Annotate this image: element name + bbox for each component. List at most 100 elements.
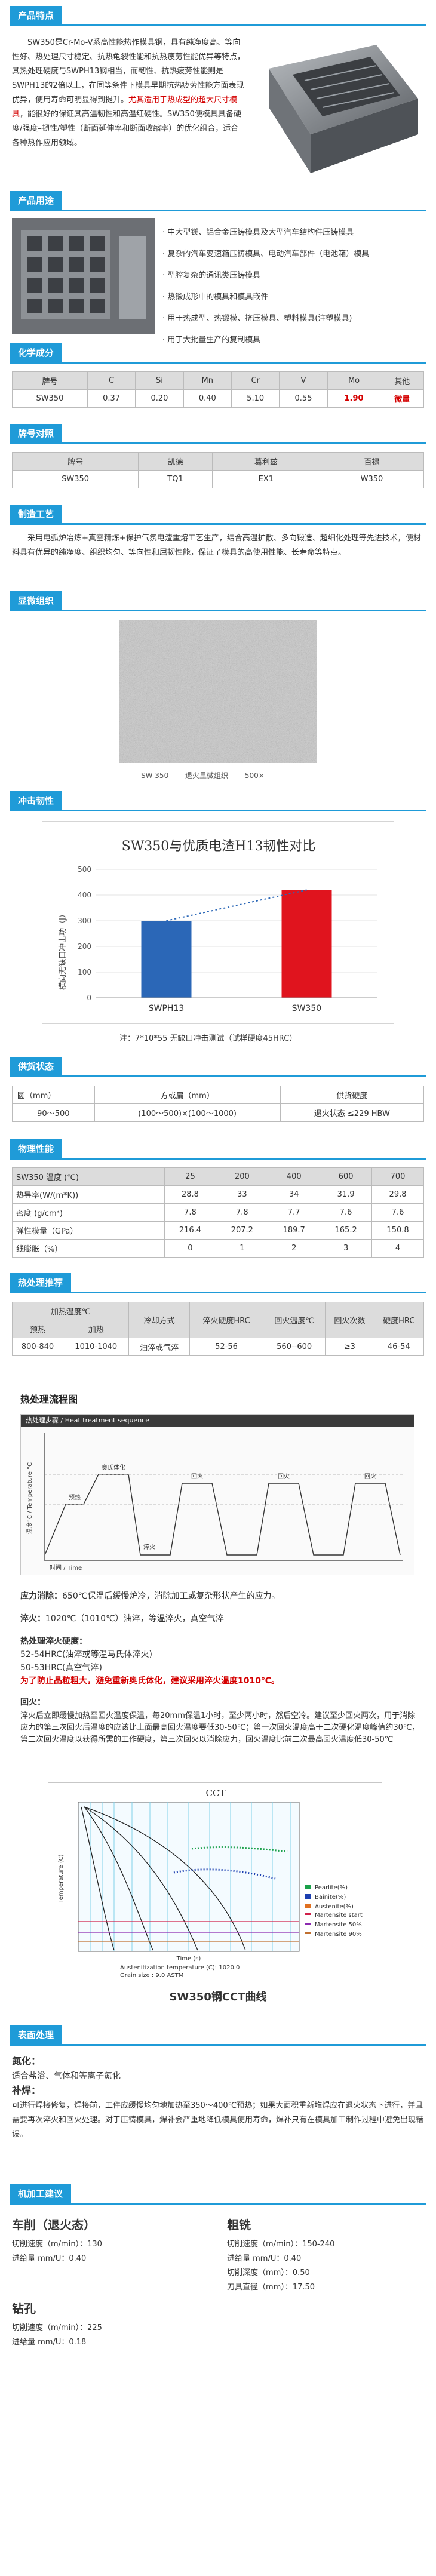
micro-caption: SW 350 退火显微组织 500× [141, 770, 320, 780]
bar-swph13 [141, 921, 192, 998]
table-cell: 0.40 [183, 389, 232, 408]
section-physical: 物理性能 [0, 1139, 436, 1160]
table-cell: 0.37 [87, 389, 136, 408]
section-process: 制造工艺 [0, 505, 436, 525]
quench-warning: 为了防止晶粒粗大，避免重新奥氏体化，建议采用淬火温度1010℃。 [20, 1676, 280, 1686]
table-cell: W350 [319, 470, 425, 488]
table-cell: 5.10 [231, 389, 280, 408]
list-item: · 用于热成型、热锻模、挤压模具、塑料模具(注塑模具) [162, 314, 352, 323]
table-header: 加热 [63, 1320, 130, 1338]
table-cell: (100～500)×(100～1000) [94, 1103, 281, 1122]
section-impact: 冲击韧性 [0, 791, 436, 811]
cct-title: CCT [206, 1788, 226, 1799]
table-header: 200 [216, 1167, 269, 1186]
section-line [10, 210, 426, 211]
section-grades: 牌号对照 [0, 424, 436, 444]
nitriding-text: 适合盐浴、气体和等离子氮化 [12, 2071, 121, 2081]
table-header: Mn [183, 371, 232, 390]
mold-image [269, 45, 418, 173]
section-title-micro: 显微组织 [10, 591, 63, 610]
process-text: 采用电弧炉冶炼+真空精炼+保护气氛电渣重熔工艺生产，结合高温扩散、多向锻造、超细… [12, 534, 421, 557]
table-row: SW350 温度 (℃) 25 200 400 600 700 [12, 1167, 424, 1186]
flow-step: 回火 [364, 1473, 376, 1480]
table-cell: EX1 [211, 470, 320, 488]
table-row: 热导率(W/(m*K)) 28.8 33 34 31.9 29.8 [12, 1185, 424, 1204]
table-header: Si [135, 371, 184, 390]
table-header: 预热 [11, 1320, 64, 1338]
table-cell: 29.8 [371, 1185, 424, 1204]
nitriding-label: 氮化： [12, 2055, 41, 2067]
cct-chart: CCT Temperature (C) Time (s) Austenitiza… [48, 1782, 382, 1979]
drilling-line: 切削速度（m/min）：225 [12, 2323, 102, 2332]
table-cell: ≥3 [325, 1338, 374, 1356]
table-row: 密度 (g/cm³) 7.8 7.8 7.7 7.6 7.6 [12, 1203, 424, 1222]
milling-line: 刀具直径（mm）：17.50 [227, 2283, 315, 2292]
micro-image [119, 620, 317, 763]
cct-legend-item: Martensite 90% [315, 1931, 362, 1938]
section-title-machining: 机加工建议 [10, 2184, 72, 2203]
turning-block: 车削（退火态） 切削速度（m/min）：130 进给量 mm/U：0.40 [12, 2215, 209, 2266]
table-row: SW350 0.37 0.20 0.40 5.10 0.55 1.90 微量 [12, 389, 424, 408]
table-header: Cr [231, 371, 280, 390]
table-cell: TQ1 [138, 470, 213, 488]
section-surface: 表面处理 [0, 2025, 436, 2046]
table-cell: SW350 [12, 389, 88, 408]
section-line [10, 610, 426, 611]
section-usage: 产品用途 [0, 191, 436, 211]
table-row: 800-840 1010-1040 油淬或气淬 52-56 560--600 ≥3 4… [11, 1338, 425, 1356]
chem-table: 牌号 C Si Mn Cr V Mo 其他 SW350 0.37 0.20 0.40 5.1… [12, 371, 424, 408]
table-cell: 0.20 [135, 389, 184, 408]
y-tick-label: 0 [87, 994, 91, 1002]
cct-xlabel: Time (s) [176, 1956, 201, 1962]
table-header: 硬度HRC [373, 1302, 425, 1338]
cct-chart-svg: CCT Temperature (C) Time (s) Austenitiza… [58, 1788, 363, 1979]
table-header: 回火温度℃ [263, 1302, 326, 1338]
cct-legend-item: Pearlite(%) [315, 1885, 348, 1891]
flow-chart-title: 热处理步骤 / Heat treatment sequence [21, 1415, 414, 1427]
table-cell: 弹性模量（GPa） [12, 1221, 165, 1240]
y-tick-label: 100 [78, 968, 91, 976]
table-cell: 密度 (g/cm³) [12, 1203, 165, 1222]
table-cell: 33 [216, 1185, 269, 1204]
usage-list: · 中大型镁、铝合金压铸模具及大型汽车结构件压铸模具 · 复杂的汽车变速箱压铸模… [162, 226, 425, 348]
table-header: C [87, 371, 136, 390]
cct-legend-item: Bainite(%) [315, 1894, 346, 1901]
section-line [10, 24, 426, 26]
section-line [10, 1292, 426, 1293]
supply-table: 圆（mm） 方或扁（mm） 供货硬度 90～500 (100～500)×(100… [12, 1086, 425, 1122]
section-title-usage: 产品用途 [10, 191, 63, 210]
section-title-grades: 牌号对照 [10, 424, 63, 442]
list-item: · 型腔复杂的通讯类压铸模具 [162, 271, 261, 280]
table-header: 400 [268, 1167, 321, 1186]
turning-title: 车削（退火态） [12, 2218, 96, 2232]
table-cell: 4 [371, 1239, 424, 1258]
table-header: 冷却方式 [128, 1302, 190, 1338]
flow-chart: 热处理步骤 / Heat treatment sequence 温度°C / T… [20, 1414, 414, 1575]
section-line [10, 1158, 426, 1160]
section-line [10, 2203, 426, 2205]
table-header: 600 [320, 1167, 373, 1186]
table-cell: 1 [216, 1239, 269, 1258]
caption-text: 退火显微组织 [185, 771, 229, 780]
intro-text: SW350是Cr-Mo-V系高性能热作模具钢，具有纯净度高、等向性好、热处理尺寸… [12, 38, 245, 147]
table-cell: 线膨胀（%） [12, 1239, 165, 1258]
section-chem: 化学成分 [0, 343, 436, 364]
flow-step: 预热 [69, 1493, 81, 1501]
section-line [10, 362, 426, 364]
table-header: 凯德 [138, 452, 213, 471]
cct-legend-item: Austenite(%) [315, 1904, 354, 1910]
chart-ylabel: 横向无缺口冲击功（J） [58, 910, 67, 990]
cct-austenitization: Austenitization temperature (C): 1020.0 [120, 1965, 240, 1971]
milling-block: 粗铣 切削速度（m/min）：150-240 进给量 mm/U：0.40 切削深… [227, 2215, 424, 2295]
milling-line: 切削速度（m/min）：150-240 [227, 2240, 335, 2249]
cct-legend-item: Martensite start [315, 1912, 363, 1919]
section-line [10, 442, 426, 444]
stress-text: 650℃保温后缓慢炉冷，消除加工或复杂形状产生的应力。 [62, 1591, 280, 1601]
trend-line [166, 889, 307, 921]
table-header: 方或扁（mm） [94, 1086, 281, 1104]
milling-line: 切削深度（mm）：0.50 [227, 2268, 310, 2277]
list-item: · 复杂的汽车变速箱压铸模具、电动汽车部件（电池箱）模具 [162, 250, 370, 259]
table-header: 供货硬度 [280, 1086, 425, 1104]
list-item: · 中大型镁、铝合金压铸模具及大型汽车结构件压铸模具 [162, 228, 354, 237]
table-header: 淬火硬度HRC [189, 1302, 264, 1338]
